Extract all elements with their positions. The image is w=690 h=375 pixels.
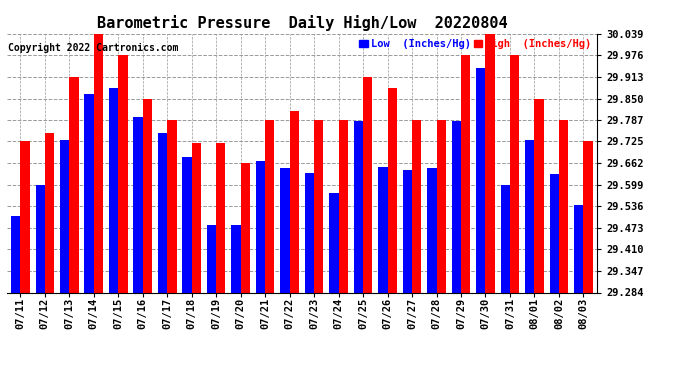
Bar xyxy=(216,143,226,292)
Bar xyxy=(574,205,583,292)
Bar xyxy=(461,56,471,292)
Bar xyxy=(339,120,348,292)
Bar xyxy=(280,168,290,292)
Bar xyxy=(167,120,177,292)
Bar xyxy=(192,143,201,292)
Bar xyxy=(182,157,192,292)
Bar xyxy=(256,161,265,292)
Bar xyxy=(45,133,54,292)
Bar xyxy=(207,225,216,292)
Title: Barometric Pressure  Daily High/Low  20220804: Barometric Pressure Daily High/Low 20220… xyxy=(97,15,507,31)
Bar xyxy=(21,141,30,292)
Bar xyxy=(84,94,94,292)
Bar xyxy=(231,225,241,292)
Bar xyxy=(388,87,397,292)
Bar xyxy=(501,185,510,292)
Bar xyxy=(510,56,520,292)
Bar xyxy=(329,193,339,292)
Bar xyxy=(133,117,143,292)
Bar xyxy=(265,120,275,292)
Bar xyxy=(11,216,21,292)
Bar xyxy=(476,68,486,292)
Bar xyxy=(535,99,544,292)
Bar xyxy=(109,88,118,292)
Bar xyxy=(427,168,437,292)
Bar xyxy=(69,77,79,292)
Bar xyxy=(412,120,422,292)
Bar xyxy=(550,174,559,292)
Bar xyxy=(486,34,495,292)
Bar xyxy=(241,163,250,292)
Bar xyxy=(143,99,152,292)
Bar xyxy=(94,34,103,292)
Bar xyxy=(403,171,412,292)
Text: Copyright 2022 Cartronics.com: Copyright 2022 Cartronics.com xyxy=(8,43,179,52)
Bar xyxy=(314,120,324,292)
Legend: Low  (Inches/Hg), High  (Inches/Hg): Low (Inches/Hg), High (Inches/Hg) xyxy=(359,39,591,49)
Bar xyxy=(290,111,299,292)
Bar xyxy=(36,185,45,292)
Bar xyxy=(118,56,128,292)
Bar xyxy=(305,172,314,292)
Bar xyxy=(158,134,167,292)
Bar xyxy=(363,77,373,292)
Bar xyxy=(583,141,593,292)
Bar xyxy=(378,167,388,292)
Bar xyxy=(354,121,363,292)
Bar xyxy=(60,140,69,292)
Bar xyxy=(525,140,535,292)
Bar xyxy=(452,121,461,292)
Bar xyxy=(437,120,446,292)
Bar xyxy=(559,120,568,292)
